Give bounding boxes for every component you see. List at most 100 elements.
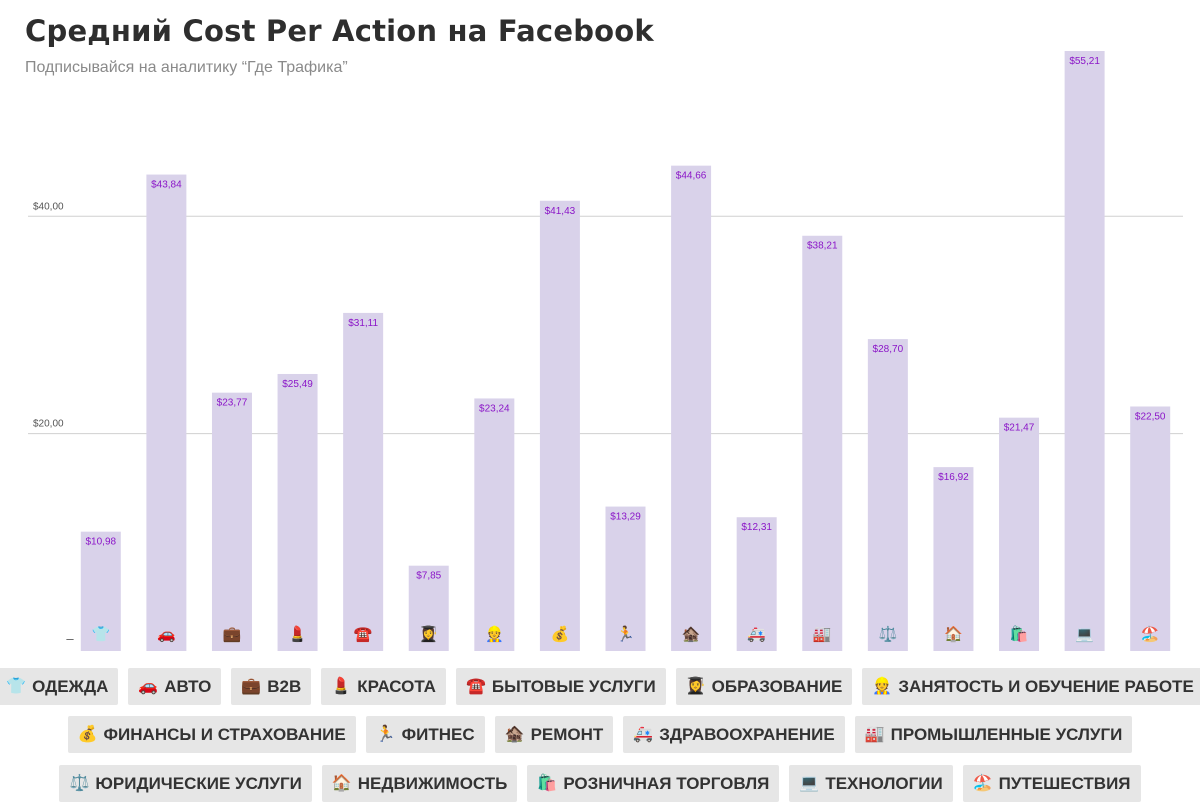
bar-value-label: $16,92 <box>938 472 969 483</box>
legend-item-icon: 👩‍🎓 <box>685 677 706 695</box>
legend-item-label: БЫТОВЫЕ УСЛУГИ <box>491 676 656 696</box>
legend-item-label: ФИТНЕС <box>401 724 475 744</box>
category-icon: 💼 <box>223 625 242 643</box>
legend-item-label: КРАСОТА <box>357 676 436 696</box>
bar <box>605 506 646 651</box>
bar <box>80 531 121 651</box>
legend-item: 👕 ОДЕЖДА <box>0 668 119 705</box>
legend-item-label: ЮРИДИЧЕСКИЕ УСЛУГИ <box>95 773 302 793</box>
bar <box>408 565 449 651</box>
legend-item-label: B2B <box>267 676 302 696</box>
legend-item-icon: ☎️ <box>465 677 486 695</box>
bar <box>343 312 384 651</box>
legend-item-label: РЕМОНТ <box>530 724 604 744</box>
category-icon: 🏠 <box>944 625 963 643</box>
legend-item-label: ТЕХНОЛОГИИ <box>825 773 943 793</box>
bar-value-label: $12,31 <box>741 522 772 533</box>
legend-item: ☎️ БЫТОВЫЕ УСЛУГИ <box>455 668 666 705</box>
category-icon: 🚗 <box>157 625 176 643</box>
legend-item-label: ОБРАЗОВАНИЕ <box>711 676 843 696</box>
bar-value-label: $41,43 <box>545 206 576 217</box>
legend-item-icon: 💰 <box>77 725 98 743</box>
legend-item-icon: 💼 <box>241 677 262 695</box>
bar-value-label: $23,24 <box>479 403 510 414</box>
bar-value-label: $44,66 <box>676 171 707 182</box>
category-icon: 🏖️ <box>1141 625 1160 643</box>
bar-value-label: $7,85 <box>416 571 441 582</box>
category-icon: 🏚️ <box>682 625 701 643</box>
chart-subtitle: Подписывайся на аналитику “Где Трафика” <box>25 59 348 76</box>
legend-item-label: ПРОМЫШЛЕННЫЕ УСЛУГИ <box>890 724 1123 744</box>
bar-value-label: $23,77 <box>217 398 248 409</box>
bar <box>736 517 777 651</box>
bar-value-label: $10,98 <box>85 537 116 548</box>
bar-value-label: $25,49 <box>282 379 313 390</box>
category-icon: 🚑 <box>747 625 766 643</box>
legend-item-label: АВТО <box>164 676 212 696</box>
bar-chart: – $20,00 $40,00 $10,98 👕 $43,84 🚗 $23,77 💼 $25,49… <box>28 51 1183 651</box>
bar-value-label: $13,29 <box>610 512 641 523</box>
legend-item-icon: 🚑 <box>633 725 654 743</box>
legend-item: 🏚️ РЕМОНТ <box>494 716 614 753</box>
legend-row: 👕 ОДЕЖДА 🚗 АВТО 💼 B2B 💄 КРАСОТА ☎️ БЫТОВЫЕ УСЛУГИ… <box>0 668 1200 705</box>
legend-item-label: НЕДВИЖИМОСТЬ <box>357 773 508 793</box>
bar <box>867 339 908 651</box>
legend-item: 🛍️ РОЗНИЧНАЯ ТОРГОВЛЯ <box>527 765 780 802</box>
legend-row: ⚖️ ЮРИДИЧЕСКИЕ УСЛУГИ 🏠 НЕДВИЖИМОСТЬ 🛍️ РОЗНИ… <box>0 765 1200 802</box>
bar <box>474 398 515 651</box>
category-icon: 💰 <box>551 625 570 643</box>
legend-item: 🏭 ПРОМЫШЛЕННЫЕ УСЛУГИ <box>854 716 1133 753</box>
legend-item-icon: 👷 <box>872 677 893 695</box>
y-tick-label: $20,00 <box>33 419 64 430</box>
legend-item-icon: 🏭 <box>864 725 885 743</box>
legend-item-icon: 🏃 <box>375 725 396 743</box>
category-icon: 🛍️ <box>1010 625 1029 643</box>
legend-item: 🏖️ ПУТЕШЕСТВИЯ <box>962 765 1141 802</box>
legend-item-icon: 👕 <box>6 677 27 695</box>
bar <box>277 373 318 651</box>
category-icon: 🏭 <box>813 625 832 643</box>
bar <box>146 174 187 651</box>
legend-item: 👩‍🎓 ОБРАЗОВАНИЕ <box>675 668 853 705</box>
legend-row: 💰 ФИНАНСЫ И СТРАХОВАНИЕ 🏃 ФИТНЕС 🏚️ РЕМОНТ 🚑 ЗД… <box>0 716 1200 753</box>
legend-item-label: ЗДРАВООХРАНЕНИЕ <box>659 724 835 744</box>
bar <box>539 200 580 651</box>
y-tick-label: – <box>66 631 74 646</box>
category-icon: 👩‍🎓 <box>419 625 438 643</box>
legend-item: 💰 ФИНАНСЫ И СТРАХОВАНИЕ <box>67 716 356 753</box>
legend-item-icon: 💻 <box>799 774 820 792</box>
bar <box>1064 51 1105 651</box>
bar-value-label: $38,21 <box>807 241 838 252</box>
bar-value-label: $55,21 <box>1069 56 1100 67</box>
legend-item-icon: ⚖️ <box>69 774 90 792</box>
legend-item-icon: 🏠 <box>331 774 352 792</box>
bar <box>671 165 712 651</box>
bar <box>211 392 252 651</box>
bar-value-label: $21,47 <box>1004 423 1035 434</box>
bar-value-label: $22,50 <box>1135 411 1166 422</box>
legend-item: 🏠 НЕДВИЖИМОСТЬ <box>321 765 518 802</box>
bar-value-label: $43,84 <box>151 180 182 191</box>
category-icon: 🏃 <box>616 625 635 643</box>
bar <box>802 235 843 651</box>
legend-item: 🏃 ФИТНЕС <box>365 716 485 753</box>
bar <box>933 467 974 651</box>
legend-item: 🚑 ЗДРАВООХРАНЕНИЕ <box>623 716 845 753</box>
legend-item-icon: 🏚️ <box>504 725 525 743</box>
chart-title: Средний Cost Per Action на Facebook <box>25 14 654 48</box>
legend-item-label: ФИНАНСЫ И СТРАХОВАНИЕ <box>103 724 346 744</box>
legend-item-label: ОДЕЖДА <box>32 676 109 696</box>
category-icon: 👕 <box>91 625 110 643</box>
category-icon: 👷 <box>485 625 504 643</box>
bar-value-label: $28,70 <box>873 344 904 355</box>
bar-value-label: $31,11 <box>348 318 378 329</box>
legend-item: 🚗 АВТО <box>128 668 222 705</box>
category-icon: 💄 <box>288 624 307 643</box>
category-icon: 💻 <box>1075 625 1094 643</box>
legend-item-label: ЗАНЯТОСТЬ И ОБУЧЕНИЕ РАБОТЕ <box>898 676 1194 696</box>
category-icon: ☎️ <box>354 625 373 643</box>
legend-item: ⚖️ ЮРИДИЧЕСКИЕ УСЛУГИ <box>59 765 312 802</box>
legend-item-icon: 💄 <box>331 677 352 695</box>
legend-item: 👷 ЗАНЯТОСТЬ И ОБУЧЕНИЕ РАБОТЕ <box>862 668 1200 705</box>
legend-item-label: РОЗНИЧНАЯ ТОРГОВЛЯ <box>563 773 770 793</box>
